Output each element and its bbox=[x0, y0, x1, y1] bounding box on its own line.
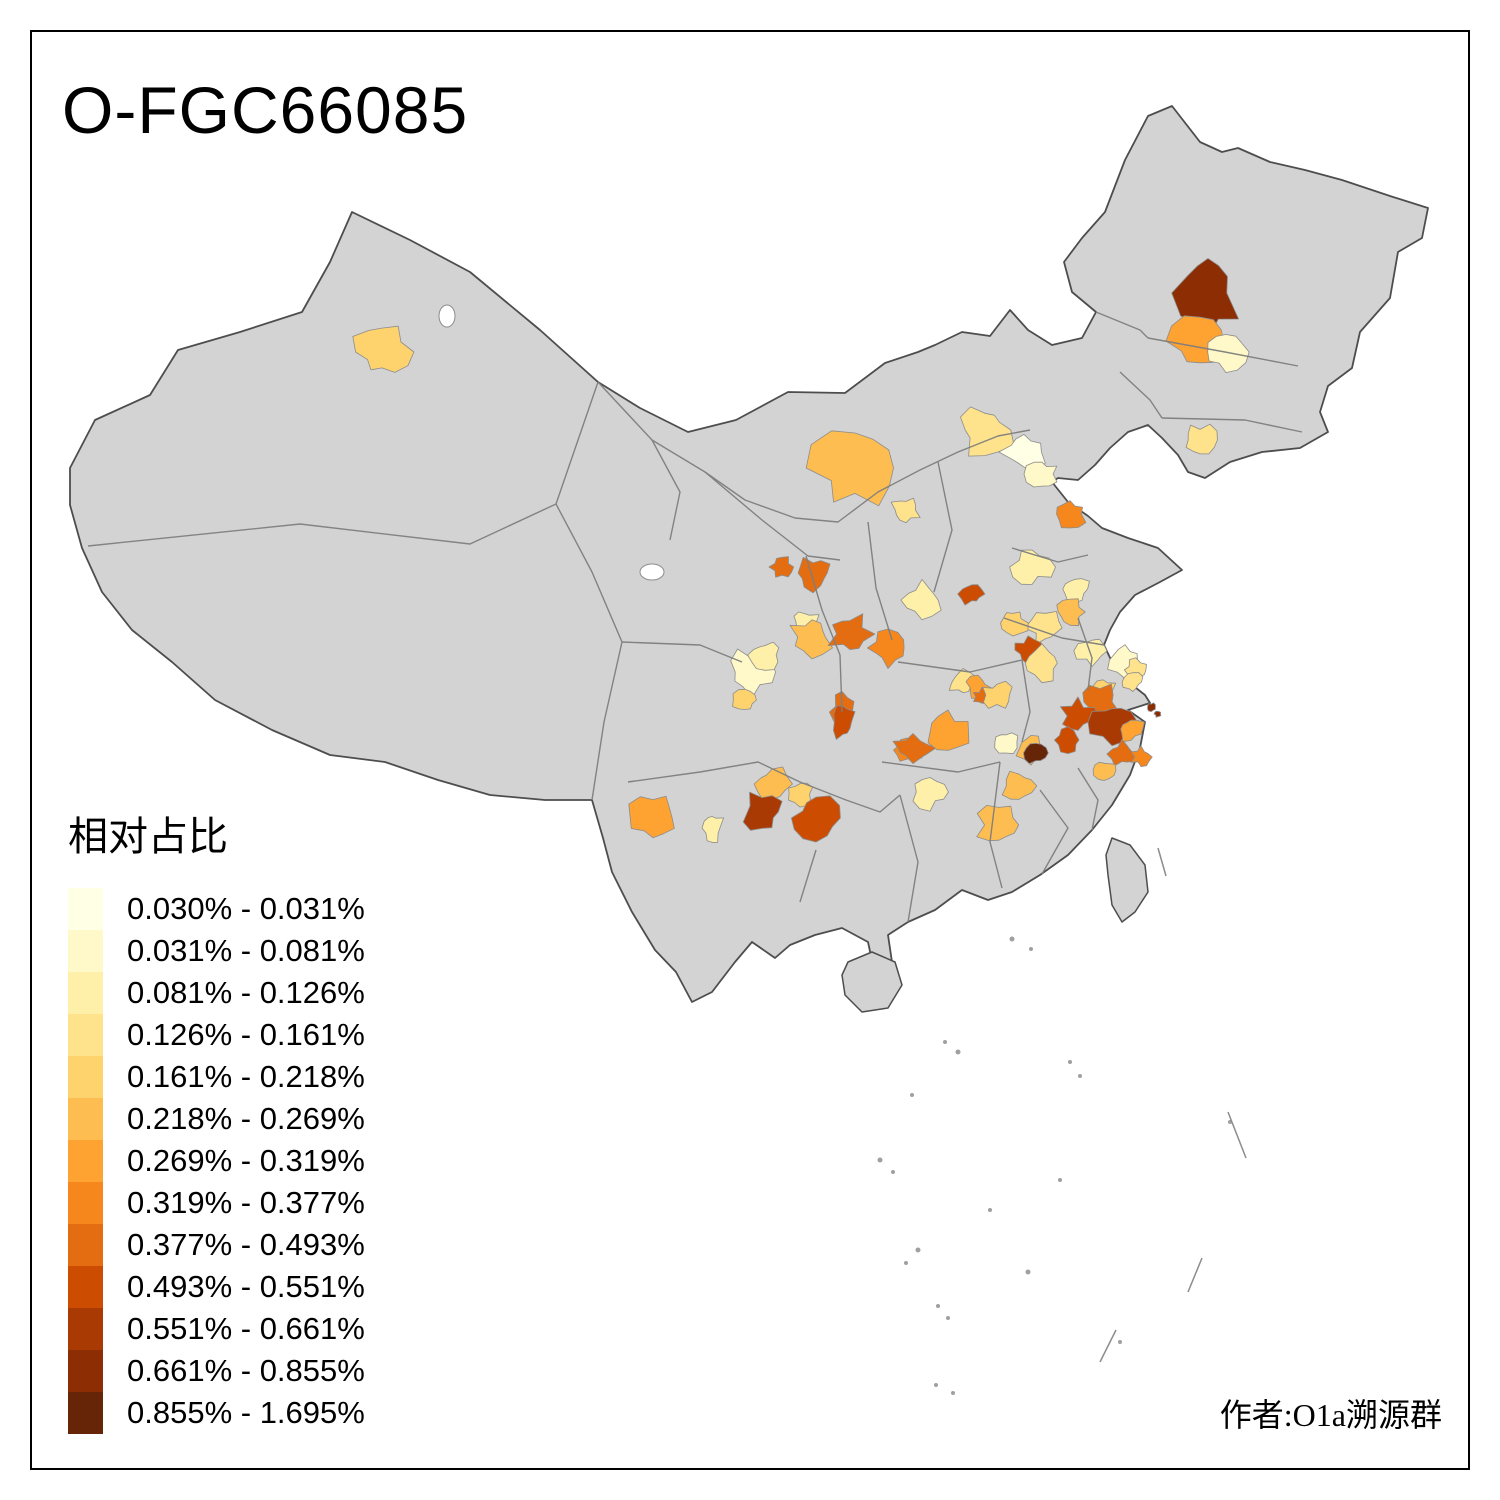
map-region bbox=[1056, 500, 1087, 529]
map-region bbox=[628, 795, 675, 839]
map-region bbox=[1023, 461, 1058, 488]
legend-row: 0.031% - 0.081% bbox=[68, 930, 365, 972]
choropleth-regions bbox=[352, 258, 1250, 843]
legend-label: 0.218% - 0.269% bbox=[127, 1101, 365, 1136]
hainan-island bbox=[841, 951, 903, 1013]
legend-label: 0.031% - 0.081% bbox=[127, 933, 365, 968]
legend-row: 0.081% - 0.126% bbox=[68, 972, 365, 1014]
map-region bbox=[352, 325, 415, 373]
taiwan-island bbox=[1105, 837, 1149, 923]
legend-swatch bbox=[68, 1056, 103, 1098]
legend-label: 0.551% - 0.661% bbox=[127, 1311, 365, 1346]
map-region bbox=[890, 497, 921, 524]
legend-label: 0.661% - 0.855% bbox=[127, 1353, 365, 1388]
legend-row: 0.319% - 0.377% bbox=[68, 1182, 365, 1224]
china-mainland-shape bbox=[69, 105, 1429, 1003]
legend-swatch bbox=[68, 1350, 103, 1392]
page-title: O-FGC66085 bbox=[62, 73, 469, 147]
attribution: 作者:O1a溯源群 bbox=[1219, 1397, 1442, 1433]
legend-row: 0.269% - 0.319% bbox=[68, 1140, 365, 1182]
legend-row: 0.661% - 0.855% bbox=[68, 1350, 365, 1392]
map-region bbox=[1024, 643, 1058, 684]
map-region bbox=[797, 557, 831, 594]
map-region bbox=[867, 628, 905, 669]
sea-boundary-dashes bbox=[1099, 847, 1247, 1363]
legend-label: 0.269% - 0.319% bbox=[127, 1143, 365, 1178]
map-region bbox=[833, 705, 856, 740]
legend-row: 0.551% - 0.661% bbox=[68, 1308, 365, 1350]
map-region bbox=[982, 680, 1013, 709]
legend-label: 0.377% - 0.493% bbox=[127, 1227, 365, 1262]
legend-swatch bbox=[68, 1140, 103, 1182]
map-region bbox=[701, 816, 724, 843]
legend-row: 0.855% - 1.695% bbox=[68, 1392, 365, 1434]
map-region bbox=[1153, 710, 1162, 718]
legend-label: 0.081% - 0.126% bbox=[127, 975, 365, 1010]
legend-label: 0.493% - 0.551% bbox=[127, 1269, 365, 1304]
map-region bbox=[768, 556, 795, 578]
legend-label: 0.126% - 0.161% bbox=[127, 1017, 365, 1052]
map-region bbox=[994, 732, 1019, 755]
map-region bbox=[742, 791, 783, 831]
legend-swatch bbox=[68, 888, 103, 930]
map-region bbox=[1147, 702, 1156, 712]
legend-row: 0.030% - 0.031% bbox=[68, 888, 365, 930]
map-region bbox=[1000, 611, 1029, 637]
legend-label: 0.319% - 0.377% bbox=[127, 1185, 365, 1220]
map-region bbox=[1001, 770, 1038, 800]
lakes bbox=[438, 304, 665, 581]
legend-swatch bbox=[68, 972, 103, 1014]
map-region bbox=[791, 795, 841, 843]
sea-island-specks bbox=[877, 936, 1232, 1395]
map-region bbox=[1060, 696, 1099, 731]
map-region bbox=[927, 709, 970, 751]
map-region bbox=[1185, 423, 1218, 455]
map-region bbox=[1092, 761, 1117, 781]
map-region bbox=[900, 579, 942, 621]
map-region bbox=[892, 733, 937, 764]
map-region bbox=[1062, 578, 1090, 604]
map-region bbox=[1121, 672, 1144, 692]
legend-rows: 0.030% - 0.031% 0.031% - 0.081% 0.081% - 0… bbox=[68, 888, 365, 1434]
map-region bbox=[747, 641, 780, 671]
map-region bbox=[1207, 334, 1250, 373]
province-borders bbox=[87, 311, 1303, 923]
legend-swatch bbox=[68, 1308, 103, 1350]
legend-title: 相对占比 bbox=[68, 814, 228, 859]
legend-swatch bbox=[68, 1224, 103, 1266]
legend-row: 0.161% - 0.218% bbox=[68, 1056, 365, 1098]
map-region bbox=[789, 619, 833, 660]
legend-swatch bbox=[68, 1182, 103, 1224]
legend-swatch bbox=[68, 1098, 103, 1140]
legend-label: 0.030% - 0.031% bbox=[127, 891, 365, 926]
legend-swatch bbox=[68, 1392, 103, 1434]
map-region bbox=[1023, 743, 1049, 764]
map-region bbox=[1054, 726, 1080, 754]
legend-swatch bbox=[68, 1266, 103, 1308]
map-region bbox=[912, 777, 949, 812]
legend-row: 0.493% - 0.551% bbox=[68, 1266, 365, 1308]
map-region bbox=[1106, 739, 1136, 767]
map-region bbox=[732, 688, 757, 710]
map-region bbox=[976, 805, 1020, 842]
map-region bbox=[957, 584, 986, 606]
legend-label: 0.855% - 1.695% bbox=[127, 1395, 365, 1430]
map-region bbox=[1130, 745, 1153, 767]
legend: 相对占比 0.030% - 0.031% 0.031% - 0.081% 0.081… bbox=[68, 804, 365, 1434]
plot-frame bbox=[30, 30, 1470, 1470]
legend-row: 0.126% - 0.161% bbox=[68, 1014, 365, 1056]
legend-label: 0.161% - 0.218% bbox=[127, 1059, 365, 1094]
qinghai-lake bbox=[639, 563, 665, 581]
legend-row: 0.218% - 0.269% bbox=[68, 1098, 365, 1140]
map-region bbox=[805, 430, 894, 507]
legend-swatch bbox=[68, 930, 103, 972]
legend-row: 0.377% - 0.493% bbox=[68, 1224, 365, 1266]
legend-swatch bbox=[68, 1014, 103, 1056]
map-region bbox=[827, 613, 876, 650]
map-region bbox=[1120, 719, 1145, 743]
map-region bbox=[753, 766, 793, 800]
